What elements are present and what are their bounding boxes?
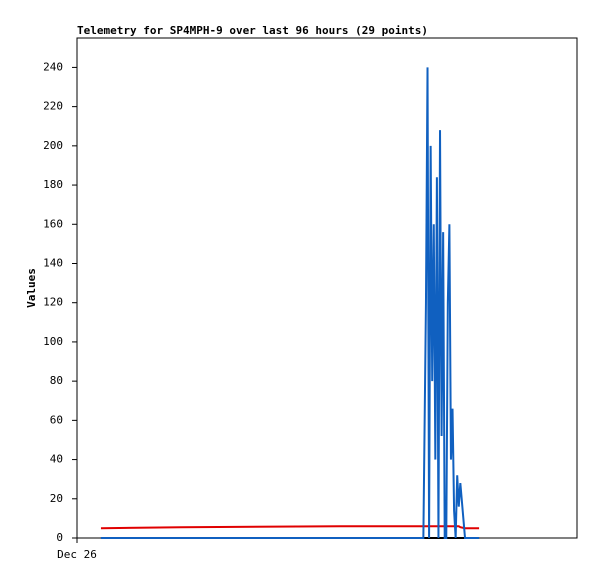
y-tick-label: 100: [43, 335, 63, 348]
y-tick-label: 240: [43, 60, 63, 73]
chart-title: Telemetry for SP4MPH-9 over last 96 hour…: [77, 24, 428, 37]
y-tick-label: 40: [50, 453, 63, 466]
series-line: [100, 67, 480, 539]
y-tick-label: 160: [43, 217, 63, 230]
x-tick-label: Dec 26: [57, 548, 97, 561]
y-axis-label: Values: [25, 268, 38, 308]
y-tick-label: 60: [50, 413, 63, 426]
y-tick-label: 180: [43, 178, 63, 191]
y-tick-label: 80: [50, 374, 63, 387]
y-tick-label: 20: [50, 492, 63, 505]
y-tick-label: 140: [43, 256, 63, 269]
y-tick-label: 220: [43, 100, 63, 113]
y-tick-label: 0: [56, 531, 63, 544]
y-tick-label: 200: [43, 139, 63, 152]
y-tick-label: 120: [43, 296, 63, 309]
